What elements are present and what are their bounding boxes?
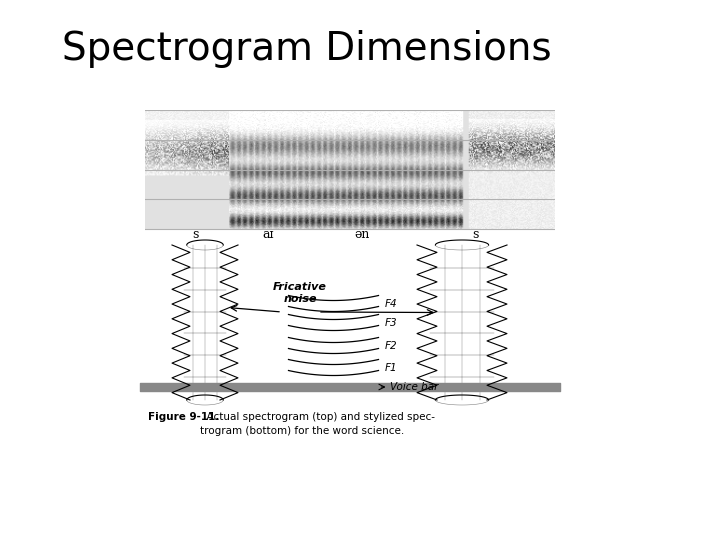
Text: aɪ: aɪ	[262, 228, 274, 241]
Text: Actual spectrogram (top) and stylized spec-
trogram (bottom) for the word scienc: Actual spectrogram (top) and stylized sp…	[200, 412, 435, 436]
Text: noise: noise	[283, 294, 317, 304]
Text: F1: F1	[384, 363, 397, 373]
Text: s: s	[472, 228, 478, 241]
Text: F3: F3	[384, 318, 397, 328]
Text: Figure 9-11.: Figure 9-11.	[148, 412, 220, 422]
Text: F2: F2	[384, 341, 397, 351]
Text: s: s	[192, 228, 198, 241]
Text: F4: F4	[384, 299, 397, 309]
Text: Spectrogram Dimensions: Spectrogram Dimensions	[62, 30, 552, 68]
Text: ən: ən	[354, 228, 369, 241]
Text: Voice bar: Voice bar	[390, 382, 438, 392]
Text: Fricative: Fricative	[273, 282, 327, 292]
